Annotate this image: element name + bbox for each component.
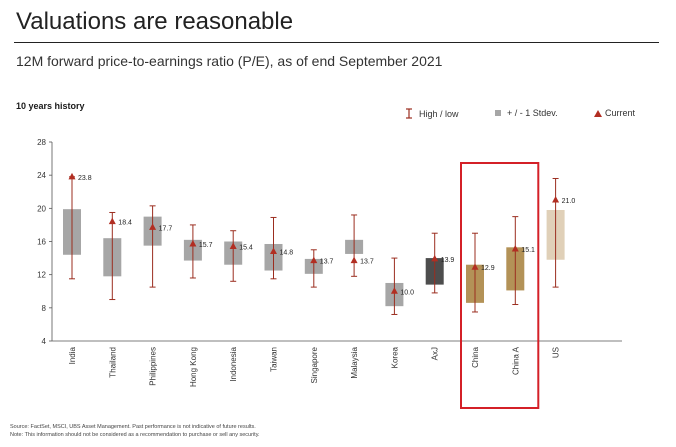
legend-current-label: Current — [605, 108, 636, 118]
current-marker — [431, 254, 439, 262]
current-value-label: 23.8 — [78, 175, 92, 182]
source-footnote: Source: FactSet, MSCI, UBS Asset Managem… — [10, 424, 256, 430]
current-value-label: 17.7 — [159, 225, 173, 232]
y-tick-label: 28 — [37, 138, 46, 147]
legend-current: Current — [594, 108, 635, 118]
category-label: India — [68, 346, 77, 364]
category-label: US — [552, 347, 561, 358]
title-divider — [14, 42, 659, 43]
legend-stdev-label: + / - 1 Stdev. — [507, 108, 558, 118]
current-value-label: 18.4 — [118, 220, 132, 227]
category-label: Korea — [390, 346, 399, 368]
section-label: 10 years history — [16, 101, 85, 111]
china-highlight-frame — [460, 162, 540, 409]
category-label: Indonesia — [229, 346, 238, 381]
current-marker — [229, 242, 237, 249]
category-label: China — [471, 346, 480, 367]
current-marker — [68, 172, 76, 180]
current-marker — [511, 244, 519, 252]
y-tick-label: 12 — [37, 271, 46, 280]
current-marker — [310, 256, 318, 264]
current-marker — [552, 196, 560, 203]
current-value-label: 15.1 — [521, 247, 535, 254]
current-value-label: 12.9 — [481, 265, 495, 272]
current-marker — [270, 247, 277, 254]
current-value-label: 13.7 — [320, 259, 334, 266]
legend-stdev: + / - 1 Stdev. — [495, 108, 558, 118]
current-marker — [189, 239, 197, 247]
category-label: Thailand — [108, 347, 117, 378]
current-marker — [471, 263, 479, 270]
current-marker — [108, 217, 116, 225]
legend-high-low-label: High / low — [419, 108, 459, 119]
current-marker — [149, 223, 157, 230]
category-label: China A — [511, 346, 520, 375]
page-title: Valuations are reasonable — [16, 8, 294, 35]
category-label: Philippines — [149, 347, 158, 386]
note-footnote: Note: This information should not be con… — [10, 432, 260, 438]
y-tick-label: 16 — [37, 238, 46, 247]
current-value-label: 13.9 — [441, 257, 455, 264]
y-tick-label: 24 — [37, 171, 46, 180]
stdev-swatch-icon — [495, 110, 501, 116]
y-tick-label: 4 — [42, 337, 47, 346]
current-marker — [350, 256, 358, 264]
current-triangle-icon — [594, 109, 602, 117]
category-label: Taiwan — [270, 347, 279, 372]
high-low-icon — [406, 108, 412, 119]
current-marker — [390, 287, 398, 294]
current-value-label: 14.8 — [280, 249, 294, 256]
current-value-label: 10.0 — [400, 289, 414, 296]
y-tick-label: 20 — [37, 204, 46, 213]
current-value-label: 13.7 — [360, 259, 374, 266]
category-label: Singapore — [310, 346, 319, 383]
y-tick-label: 8 — [42, 304, 47, 313]
category-label: Malaysia — [350, 346, 359, 378]
legend-high-low: High / low — [405, 108, 459, 119]
category-label: AxJ — [431, 347, 440, 360]
chart-subtitle: 12M forward price-to-earnings ratio (P/E… — [16, 53, 443, 69]
current-value-label: 15.4 — [239, 244, 253, 251]
current-value-label: 21.0 — [562, 198, 576, 205]
category-label: Hong Kong — [189, 347, 198, 387]
current-value-label: 15.7 — [199, 242, 213, 249]
